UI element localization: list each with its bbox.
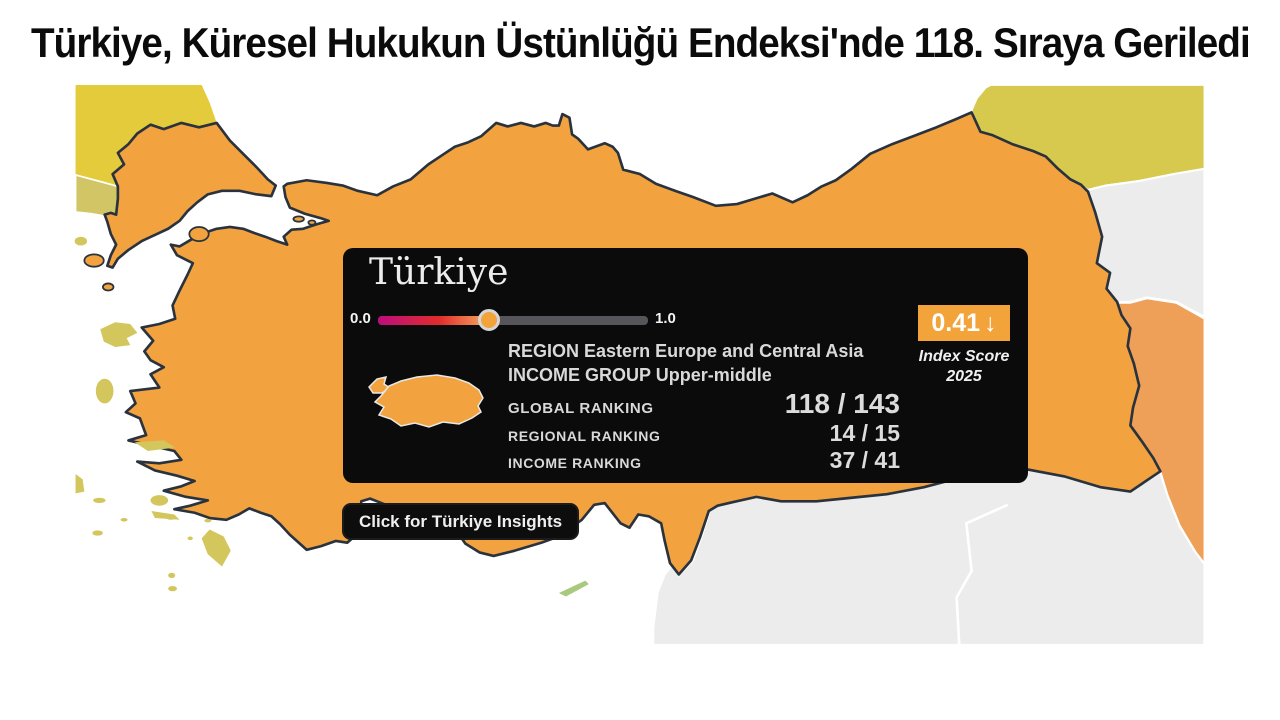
island-kalymnos	[150, 495, 169, 506]
headline-bar: Türkiye, Küresel Hukukun Üstünlüğü Endek…	[0, 0, 1280, 85]
regional-ranking-value: 14 / 15	[829, 420, 900, 447]
regional-ranking-label: REGIONAL RANKING	[508, 428, 661, 445]
island-thasos	[74, 236, 88, 246]
island-rhodes	[201, 529, 231, 567]
country-details: REGION Eastern Europe and Central Asia I…	[508, 340, 900, 473]
index-score-caption: Index Score 2025	[898, 347, 1030, 387]
slider-fill	[378, 316, 489, 325]
island-samothrace	[83, 253, 105, 268]
income-group-value: Upper-middle	[655, 364, 772, 385]
scale-max-label: 1.0	[655, 310, 676, 327]
income-ranking-value: 37 / 41	[829, 446, 900, 473]
island-lesbos	[100, 322, 138, 347]
score-down-arrow-icon: ↓	[984, 308, 997, 337]
map-region-bulgaria[interactable]	[75, 85, 217, 187]
global-ranking-row: GLOBAL RANKING 118 / 143	[508, 388, 900, 420]
island-small-5	[92, 530, 103, 536]
island-cyprus-tip	[558, 580, 589, 597]
region-value: Eastern Europe and Central Asia	[584, 341, 864, 361]
regional-ranking-row: REGIONAL RANKING 14 / 15	[508, 420, 900, 446]
island-ikaria	[75, 473, 85, 494]
island-kos	[151, 510, 180, 520]
insights-button[interactable]: Click for Türkiye Insights	[342, 503, 580, 540]
tooltip-country-name: Türkiye	[369, 252, 509, 293]
index-score-value: 0.41	[931, 308, 981, 337]
country-silhouette	[367, 370, 487, 440]
index-score-badge: 0.41 ↓	[918, 305, 1010, 341]
mini-map-thrace	[368, 375, 392, 394]
island-small-7	[204, 518, 212, 523]
map-region-turkiye-thrace[interactable]	[103, 121, 278, 269]
income-group-label: INCOME GROUP	[508, 364, 651, 385]
score-scale: 0.0 1.0	[343, 308, 1028, 334]
global-ranking-value: 118 / 143	[784, 387, 900, 419]
island-small-4	[168, 585, 177, 592]
index-score-caption-line1: Index Score	[918, 348, 1010, 365]
mini-map-anatolia	[373, 374, 484, 428]
island-small-6	[120, 518, 128, 522]
slider-thumb[interactable]	[477, 309, 500, 331]
global-ranking-label: GLOBAL RANKING	[508, 399, 654, 417]
syria-iraq-border-line	[955, 503, 1009, 646]
region-line: REGION Eastern Europe and Central Asia	[508, 340, 900, 364]
score-scale-track	[378, 309, 648, 331]
page-title: Türkiye, Küresel Hukukun Üstünlüğü Endek…	[30, 18, 1251, 66]
island-small-1	[93, 497, 106, 504]
island-samos	[134, 440, 176, 452]
region-label: REGION	[508, 341, 580, 361]
scale-min-label: 0.0	[350, 310, 371, 327]
island-marmara	[292, 215, 305, 223]
island-small-8	[187, 536, 193, 541]
income-ranking-row: INCOME RANKING 37 / 41	[508, 447, 900, 473]
income-group-line: INCOME GROUP Upper-middle	[508, 364, 900, 388]
index-score-caption-line2: 2025	[946, 368, 982, 385]
country-tooltip: Türkiye 0.0 1.0 0.41 ↓ Index Score 2025	[343, 248, 1028, 483]
island-chios	[95, 378, 114, 404]
island-gokceada	[188, 226, 210, 242]
island-small-3	[168, 572, 176, 579]
income-ranking-label: INCOME RANKING	[508, 454, 642, 471]
map-canvas[interactable]: Türkiye 0.0 1.0 0.41 ↓ Index Score 2025	[0, 85, 1280, 720]
island-small-2	[165, 514, 177, 520]
island-bozcaada	[102, 282, 115, 292]
island-avsa	[307, 219, 317, 226]
